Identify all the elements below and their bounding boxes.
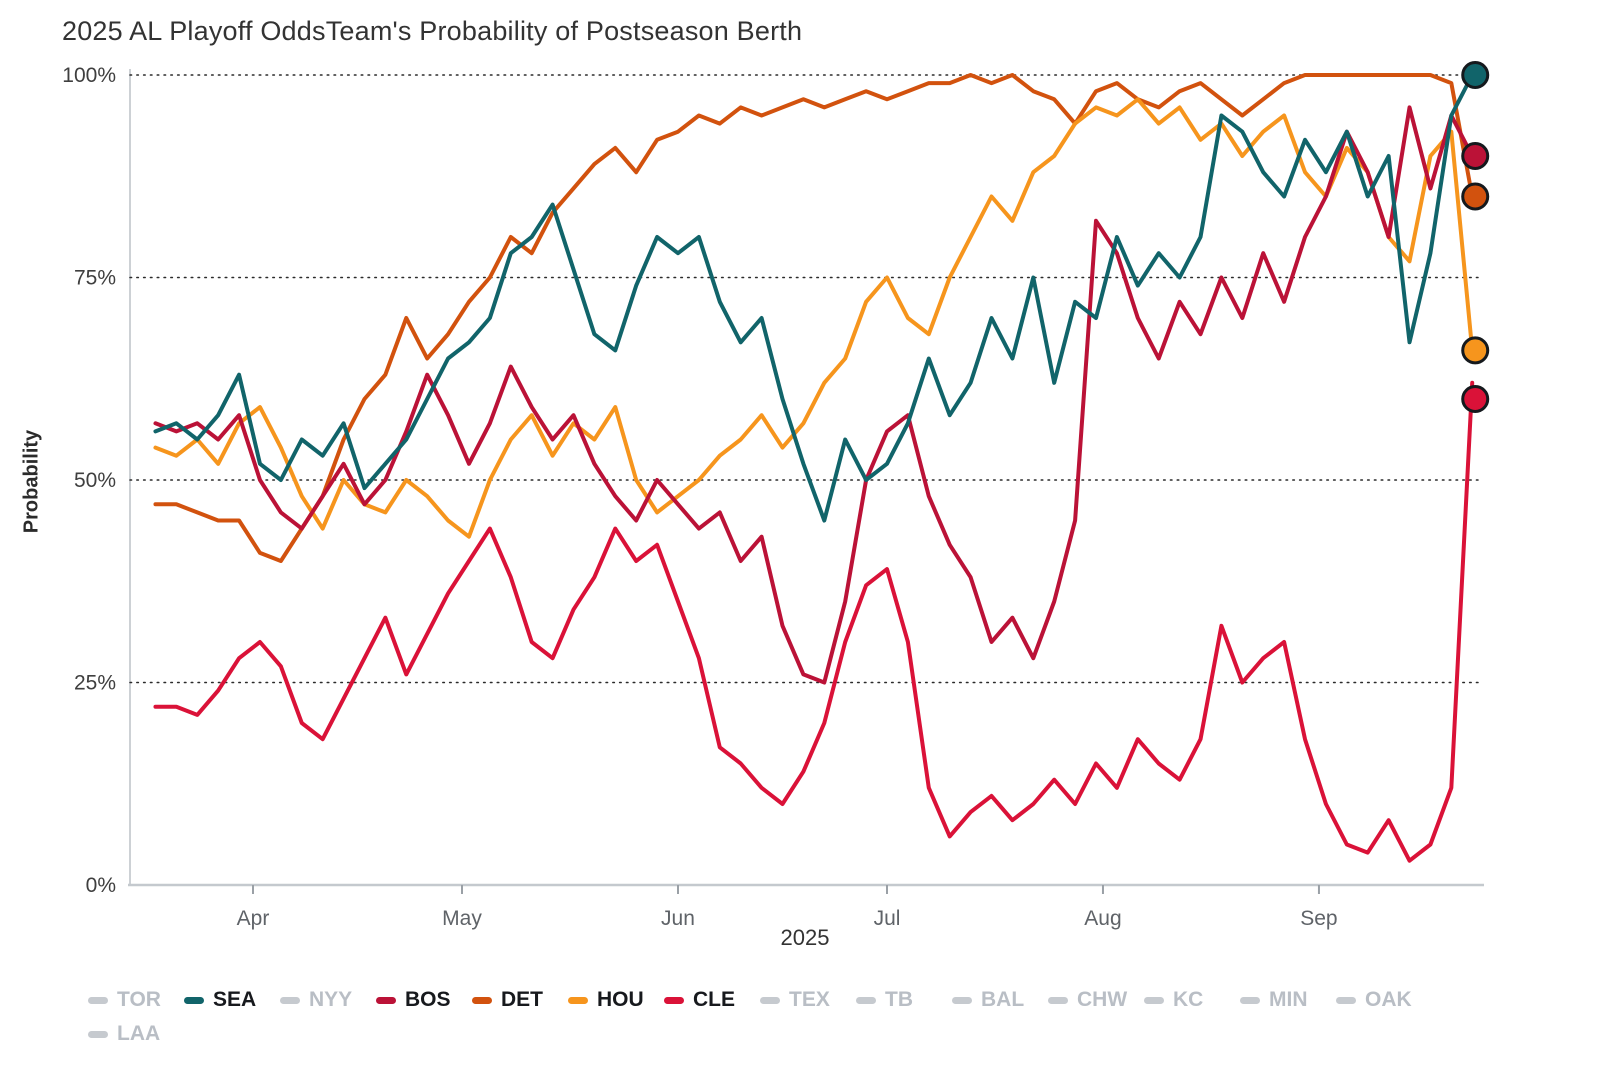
- end-dot-cle: [1461, 385, 1490, 413]
- legend-item-nyy[interactable]: NYY: [280, 988, 376, 1012]
- legend-item-cle[interactable]: CLE: [664, 988, 760, 1012]
- y-tick-label-25%: 25%: [74, 672, 116, 695]
- legend-item-chw[interactable]: CHW: [1048, 988, 1144, 1012]
- legend-swatch-hou: [568, 996, 588, 1004]
- legend-label-hou: HOU: [597, 988, 644, 1011]
- end-dot-det: [1461, 182, 1490, 211]
- legend-label-bal: BAL: [981, 988, 1025, 1011]
- legend-label-cle: CLE: [693, 988, 735, 1011]
- legend-swatch-kc: [1144, 996, 1164, 1004]
- legend-swatch-bos: [376, 996, 396, 1004]
- series-line-hou: [153, 97, 1475, 539]
- legend-swatch-cle: [664, 996, 684, 1004]
- series-line-det: [153, 73, 1475, 563]
- x-tick-label-Jun: Jun: [661, 907, 695, 930]
- legend-label-tor: TOR: [117, 988, 161, 1011]
- legend-label-laa: LAA: [117, 1022, 161, 1045]
- legend-swatch-tb: [856, 996, 876, 1004]
- x-axis-label: 2025: [780, 925, 830, 950]
- legend-label-nyy: NYY: [309, 988, 353, 1011]
- legend-item-oak[interactable]: OAK: [1336, 988, 1432, 1012]
- legend-swatch-chw: [1048, 996, 1068, 1004]
- legend-swatch-tor: [88, 996, 108, 1004]
- x-tick-label-Jul: Jul: [874, 907, 901, 930]
- legend-item-hou[interactable]: HOU: [568, 988, 664, 1012]
- legend-label-det: DET: [501, 988, 543, 1011]
- legend-swatch-laa: [88, 1030, 108, 1038]
- legend-item-kc[interactable]: KC: [1144, 988, 1240, 1012]
- legend-item-laa[interactable]: LAA: [88, 1022, 184, 1046]
- legend-label-chw: CHW: [1077, 988, 1128, 1011]
- legend-swatch-nyy: [280, 996, 300, 1004]
- x-tick-label-Sep: Sep: [1300, 907, 1337, 930]
- series-line-cle: [153, 380, 1475, 863]
- end-dot-bos: [1461, 142, 1490, 170]
- chart-title-main: 2025 AL Playoff Odds: [62, 16, 326, 46]
- legend-label-sea: SEA: [213, 988, 257, 1011]
- x-tick-label-Aug: Aug: [1084, 907, 1121, 930]
- legend-item-tex[interactable]: TEX: [760, 988, 856, 1012]
- legend-item-det[interactable]: DET: [472, 988, 568, 1012]
- legend-item-tb[interactable]: TB: [856, 988, 952, 1012]
- y-tick-label-50%: 50%: [74, 469, 116, 492]
- chart-title: 2025 AL Playoff OddsTeam's Probability o…: [62, 16, 802, 47]
- legend-label-bos: BOS: [405, 988, 451, 1011]
- series-line-sea: [153, 73, 1475, 523]
- legend-item-bos[interactable]: BOS: [376, 988, 472, 1012]
- legend-label-tex: TEX: [789, 988, 830, 1011]
- x-tick-label-Apr: Apr: [237, 907, 270, 930]
- legend-swatch-min: [1240, 996, 1260, 1004]
- legend-swatch-tex: [760, 996, 780, 1004]
- x-tick-label-May: May: [442, 907, 482, 930]
- end-dot-hou: [1461, 336, 1490, 365]
- legend-item-bal[interactable]: BAL: [952, 988, 1048, 1012]
- series-line-bos: [153, 105, 1475, 685]
- y-tick-label-0%: 0%: [86, 874, 116, 897]
- legend-item-min[interactable]: MIN: [1240, 988, 1336, 1012]
- legend-item-sea[interactable]: SEA: [184, 988, 280, 1012]
- legend-swatch-bal: [952, 996, 972, 1004]
- legend-label-tb: TB: [885, 988, 913, 1011]
- legend-label-oak: OAK: [1365, 988, 1412, 1011]
- end-dot-sea: [1461, 61, 1490, 89]
- legend-label-min: MIN: [1269, 988, 1308, 1011]
- legend-swatch-sea: [184, 996, 204, 1004]
- y-tick-label-75%: 75%: [74, 267, 116, 290]
- legend: TOR SEA NYY BOS DET HOU CLE TEX TB BAL CHW KC MIN OAK…: [88, 988, 1488, 1046]
- legend-swatch-oak: [1336, 996, 1356, 1004]
- legend-swatch-det: [472, 996, 492, 1004]
- y-tick-label-100%: 100%: [62, 64, 116, 87]
- legend-item-tor[interactable]: TOR: [88, 988, 184, 1012]
- chart-subtitle: Team's Probability of Postseason Berth: [325, 16, 803, 46]
- legend-label-kc: KC: [1173, 988, 1204, 1011]
